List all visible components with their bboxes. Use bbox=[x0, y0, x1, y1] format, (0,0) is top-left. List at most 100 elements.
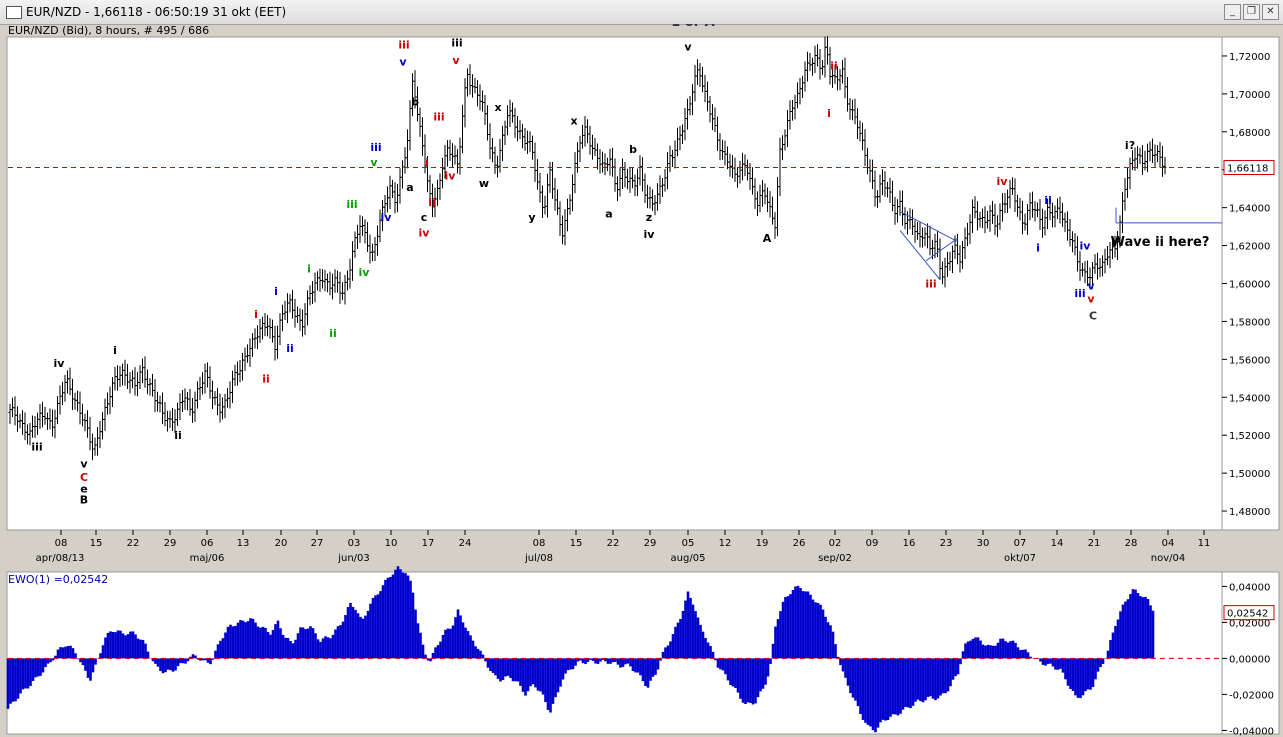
wave-label: i bbox=[827, 107, 831, 120]
x-axis-month-label: aug/05 bbox=[671, 553, 706, 564]
x-axis-day-label: 19 bbox=[756, 538, 769, 549]
wave-label: C bbox=[1089, 310, 1097, 323]
x-axis-day-label: 30 bbox=[977, 538, 990, 549]
window-title: EUR/NZD - 1,66118 - 06:50:19 31 okt (EET… bbox=[26, 5, 287, 19]
x-axis-day-label: 22 bbox=[607, 538, 620, 549]
x-axis-month-label: jul/08 bbox=[524, 553, 553, 564]
current-price-box bbox=[1223, 159, 1275, 175]
wave-label: v bbox=[1087, 279, 1095, 292]
wave-label: z bbox=[646, 211, 652, 224]
oscillator-current-label: 0,02542 bbox=[1227, 609, 1268, 620]
x-axis-day-label: 15 bbox=[90, 538, 103, 549]
x-axis-day-label: 27 bbox=[311, 538, 324, 549]
wave-label: iv bbox=[644, 228, 656, 241]
wave-label: C bbox=[80, 471, 88, 484]
oscillator-axis-label: 0,00000 bbox=[1229, 654, 1270, 665]
wave-label: iv bbox=[997, 175, 1009, 188]
x-axis-day-label: 10 bbox=[385, 538, 398, 549]
x-axis-day-label: 24 bbox=[459, 538, 472, 549]
x-axis-day-label: 22 bbox=[127, 538, 140, 549]
wave-label: w bbox=[479, 177, 489, 190]
x-axis-day-label: 26 bbox=[793, 538, 806, 549]
wave-label: iii bbox=[433, 111, 444, 124]
oscillator-axis-label: 0,02000 bbox=[1229, 618, 1270, 629]
oscillator-axis-label: 0,04000 bbox=[1229, 582, 1270, 593]
wave-label: ii bbox=[286, 342, 294, 355]
oscillator-axis-label: -0,04000 bbox=[1229, 726, 1274, 737]
x-axis-day-label: 28 bbox=[1125, 538, 1138, 549]
x-axis-day-label: 21 bbox=[1088, 538, 1101, 549]
wave-label: ii bbox=[1044, 194, 1052, 207]
wave-label: v bbox=[452, 54, 460, 67]
wave-label: y bbox=[528, 211, 535, 224]
wave-label: iv bbox=[54, 357, 66, 370]
price-plot-area bbox=[6, 36, 1223, 531]
wave-label: iii bbox=[31, 441, 42, 454]
wave-label: b bbox=[411, 95, 419, 108]
wave-label: A bbox=[763, 232, 772, 245]
restore-button[interactable]: ❐ bbox=[1243, 4, 1260, 20]
price-axis-label: 1,60000 bbox=[1229, 280, 1270, 291]
chart-subtitle: EUR/NZD (Bid), 8 hours, # 495 / 686 bbox=[8, 24, 209, 37]
wave-label: v bbox=[684, 40, 692, 53]
price-axis-area bbox=[1221, 36, 1280, 531]
wave-label: B bbox=[810, 24, 818, 25]
wave-label: ii bbox=[174, 429, 182, 442]
window-title-bar: EUR/NZD - 1,66118 - 06:50:19 31 okt (EET… bbox=[0, 0, 1283, 25]
x-axis-day-label: 15 bbox=[570, 538, 583, 549]
price-axis-label: 1,68000 bbox=[1229, 128, 1270, 139]
price-axis-label: 1,70000 bbox=[1229, 90, 1270, 101]
x-axis-day-label: 03 bbox=[348, 538, 361, 549]
x-axis-day-label: 08 bbox=[533, 538, 546, 549]
wave-label: B bbox=[80, 494, 88, 507]
price-axis-label: 1,62000 bbox=[1229, 242, 1270, 253]
wave-label: iv bbox=[1080, 240, 1092, 253]
x-axis-day-label: 20 bbox=[275, 538, 288, 549]
wave-label: ii bbox=[262, 372, 270, 385]
oscillator-axis-area bbox=[1221, 571, 1280, 735]
price-axis-label: 1,50000 bbox=[1229, 469, 1270, 480]
x-axis-day-label: 29 bbox=[644, 538, 657, 549]
x-axis-day-label: 29 bbox=[164, 538, 177, 549]
x-axis-day-label: 16 bbox=[903, 538, 916, 549]
wave-label: i bbox=[274, 285, 278, 298]
oscillator-title: EWO(1) =0,02542 bbox=[8, 573, 108, 586]
x-axis-month-label: sep/02 bbox=[818, 553, 852, 564]
wave-label: iv bbox=[359, 266, 371, 279]
wave-label: a bbox=[406, 181, 413, 194]
wave-label: i bbox=[307, 262, 311, 275]
x-axis-month-label: jun/03 bbox=[337, 553, 370, 564]
oscillator-current-box bbox=[1223, 605, 1275, 621]
wave-label: i bbox=[1036, 241, 1040, 254]
wave-label: e bbox=[80, 482, 87, 495]
oscillator-plot-area bbox=[6, 571, 1223, 735]
wave-label: i? bbox=[1125, 139, 1135, 152]
price-axis-label: 1,56000 bbox=[1229, 355, 1270, 366]
wave-label: x bbox=[494, 101, 501, 114]
wave-label: i bbox=[425, 156, 429, 169]
x-axis-day-label: 04 bbox=[1162, 538, 1175, 549]
x-axis-month-label: nov/04 bbox=[1151, 553, 1185, 564]
wave-label: v bbox=[1087, 293, 1095, 306]
wave-label: iii bbox=[370, 141, 381, 154]
chart-window-icon bbox=[6, 6, 22, 19]
wave-label: iii bbox=[346, 198, 357, 211]
wave-label: ii bbox=[329, 327, 337, 340]
wave-label: i bbox=[254, 308, 258, 321]
current-price-label: 1,66118 bbox=[1227, 163, 1268, 174]
wave-label: v bbox=[370, 156, 378, 169]
wave-label: b bbox=[629, 143, 637, 156]
x-axis-month-label: apr/08/13 bbox=[36, 553, 85, 564]
x-axis-day-label: 12 bbox=[719, 538, 732, 549]
close-button[interactable]: ✕ bbox=[1262, 4, 1279, 20]
wave-label: iv bbox=[381, 211, 393, 224]
x-axis-day-label: 17 bbox=[422, 538, 435, 549]
x-axis-day-label: 14 bbox=[1051, 538, 1064, 549]
trendline-upper bbox=[899, 211, 959, 243]
wave-label: iii bbox=[398, 39, 409, 52]
trendline-cross bbox=[925, 237, 959, 262]
price-axis-label: 1,48000 bbox=[1229, 507, 1270, 518]
x-axis-month-label: okt/07 bbox=[1004, 553, 1036, 564]
wave-label: ii bbox=[830, 59, 838, 72]
minimize-button[interactable]: _ bbox=[1224, 4, 1241, 20]
